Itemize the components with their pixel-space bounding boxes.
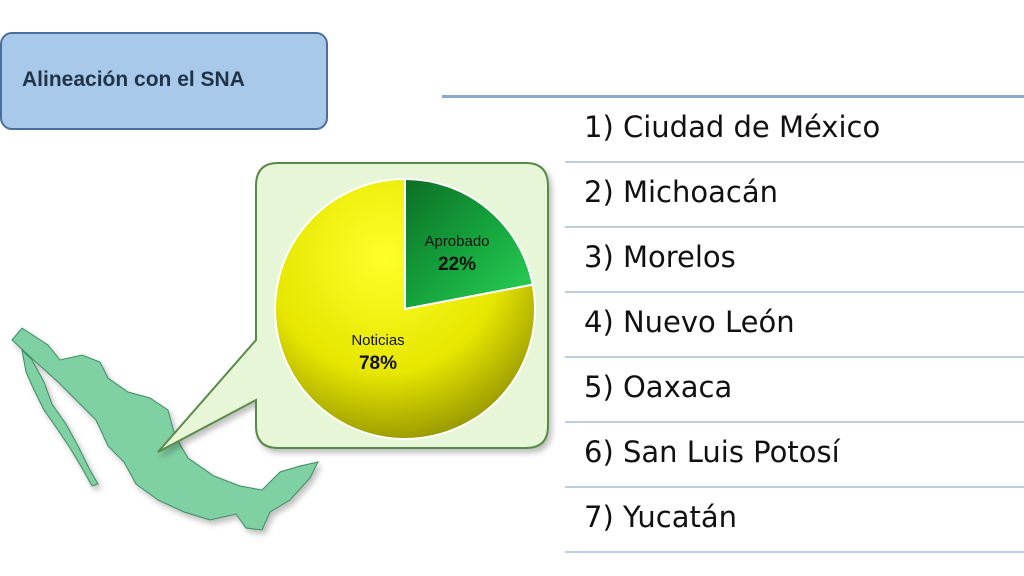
state-label: 3) Morelos bbox=[584, 240, 736, 274]
list-item: 3) Morelos bbox=[565, 228, 1024, 293]
slice-label: Noticias bbox=[351, 332, 404, 349]
list-item: 1) Ciudad de México bbox=[565, 98, 1024, 163]
slice-label: Aprobado bbox=[424, 233, 489, 250]
slice-value-label: 22% bbox=[438, 254, 476, 275]
header-divider bbox=[442, 95, 1024, 98]
list-item: 7) Yucatán bbox=[565, 488, 1024, 553]
list-item: 4) Nuevo León bbox=[565, 293, 1024, 358]
pie-chart: Aprobado 22% Noticias 78% bbox=[274, 177, 536, 440]
slice-value-label: 78% bbox=[359, 353, 397, 374]
pie-slice-aprobado bbox=[404, 177, 534, 311]
state-label: 2) Michoacán bbox=[584, 175, 778, 209]
state-list: 1) Ciudad de México 2) Michoacán 3) More… bbox=[565, 98, 1024, 553]
page-title: Alineación con el SNA bbox=[22, 68, 245, 91]
state-label: 5) Oaxaca bbox=[584, 370, 733, 404]
title-box bbox=[0, 32, 328, 130]
state-label: 1) Ciudad de México bbox=[584, 110, 881, 144]
state-label: 6) San Luis Potosí bbox=[584, 435, 840, 469]
pie-slice-noticias bbox=[274, 177, 536, 440]
state-label: 4) Nuevo León bbox=[584, 305, 795, 339]
mexico-map-icon bbox=[11, 327, 319, 531]
list-item: 6) San Luis Potosí bbox=[565, 423, 1024, 488]
list-item: 2) Michoacán bbox=[565, 163, 1024, 228]
state-label: 7) Yucatán bbox=[584, 500, 737, 534]
list-item: 5) Oaxaca bbox=[565, 358, 1024, 423]
